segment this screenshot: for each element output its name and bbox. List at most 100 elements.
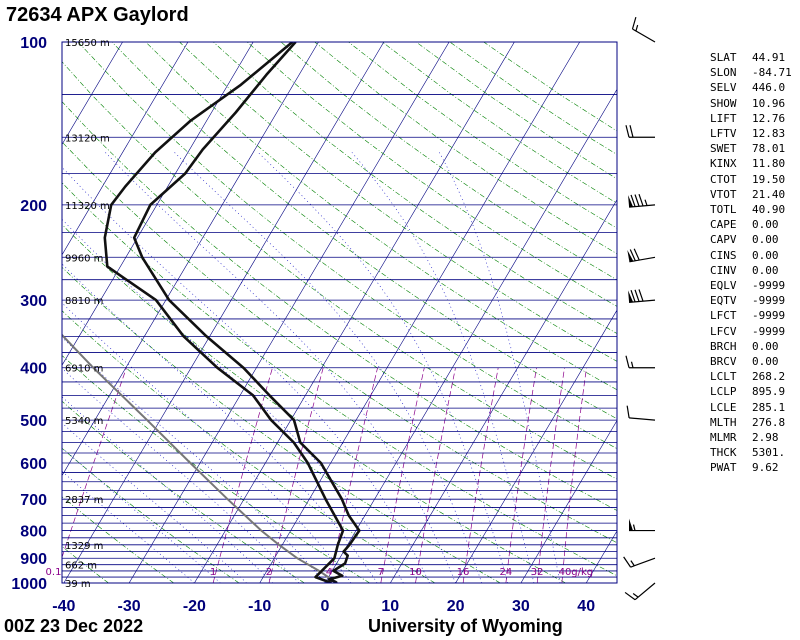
index-row: SELV 446.0	[710, 80, 792, 95]
mixing-ratio-label: 24	[500, 567, 513, 578]
wind-barbs	[623, 16, 656, 601]
index-key: BRCH	[710, 339, 737, 353]
wind-barb-flag	[629, 125, 634, 138]
wind-barb-staff	[632, 28, 656, 43]
index-value: 5301.	[752, 446, 786, 460]
mixing-ratio-line	[415, 367, 456, 583]
isotherm-line	[128, 42, 450, 583]
index-key: MLMR	[710, 431, 737, 445]
wind-barb-half-flag	[630, 560, 635, 567]
index-value: 268.2	[752, 370, 786, 384]
temperature-tick-label: 0	[321, 598, 330, 615]
index-value: 0.00	[752, 248, 779, 262]
dry-adiabat-line	[62, 101, 617, 511]
wind-barb-flag	[624, 591, 636, 601]
index-key: BRCV	[710, 355, 737, 369]
pressure-tick-label: 200	[20, 198, 47, 215]
mixing-ratio-label: 4	[326, 567, 332, 578]
isotherm-line	[194, 42, 515, 583]
index-row: CAPV 0.00	[710, 232, 792, 247]
index-value: -9999	[752, 294, 786, 308]
wind-barb-half-flag	[635, 24, 639, 32]
index-key: LFCV	[710, 324, 737, 338]
dry-adiabat-line	[179, 42, 617, 362]
index-row: LCLP 895.9	[710, 384, 792, 399]
index-value: 895.9	[752, 385, 786, 399]
index-value: 12.76	[752, 111, 786, 125]
index-row: BRCH 0.00	[710, 339, 792, 354]
mixing-ratio-label: 10	[409, 567, 422, 578]
dry-adiabat-line	[62, 141, 617, 544]
index-key: EQTV	[710, 294, 737, 308]
index-key: SELV	[710, 81, 737, 95]
mixing-ratio-line	[505, 367, 537, 583]
dewpoint-profile-line	[103, 42, 345, 583]
wind-barb-half-flag	[632, 524, 636, 531]
isotherm-line	[259, 42, 580, 583]
mixing-ratio-label: 16	[457, 567, 470, 578]
index-row: VTOT 21.40	[710, 187, 792, 202]
temperature-tick-label: -10	[248, 598, 271, 615]
height-label: 2837 m	[65, 495, 103, 506]
wind-barb	[628, 194, 656, 208]
wind-barb	[631, 16, 656, 43]
wind-barb	[626, 405, 656, 421]
index-key: SHOW	[710, 96, 737, 110]
height-label: 39 m	[65, 579, 91, 590]
mixing-ratio-label: 0.1	[46, 567, 62, 578]
index-key: LIFT	[710, 111, 737, 125]
temperature-tick-label: 20	[447, 598, 465, 615]
wind-barb-half-flag	[644, 199, 648, 206]
moist-adiabat-line	[257, 152, 509, 583]
index-key: LCLE	[710, 400, 737, 414]
isotherm-line	[324, 88, 617, 583]
index-key: CAPE	[710, 218, 737, 232]
sounding-profiles	[62, 42, 361, 583]
index-row: SWET 78.01	[710, 141, 792, 156]
wind-barb	[624, 582, 656, 601]
index-key: TOTL	[710, 203, 737, 217]
temperature-tick-label: 30	[512, 598, 530, 615]
station-title: 72634 APX Gaylord	[6, 4, 189, 26]
index-value: 0.00	[752, 339, 779, 353]
pressure-tick-label: 700	[20, 492, 47, 509]
isotherm-line	[62, 42, 254, 366]
index-row: EQLV -9999	[710, 278, 792, 293]
wind-barb-staff	[629, 256, 656, 263]
temperature-tick-label: 40	[577, 598, 595, 615]
temperature-profile-line	[132, 42, 361, 583]
wind-barb	[625, 125, 655, 138]
index-row: LCLT 268.2	[710, 369, 792, 384]
moist-adiabat-line	[439, 152, 561, 583]
index-value: 78.01	[752, 142, 786, 156]
wind-barb-flag	[626, 405, 630, 418]
wind-barb-staff	[629, 204, 656, 208]
wind-barb-flag	[633, 248, 640, 261]
wind-barb	[628, 289, 656, 303]
height-label: 15650 m	[65, 38, 110, 49]
isotherm-line	[62, 42, 189, 256]
index-row: CINV 0.00	[710, 263, 792, 278]
index-value: 446.0	[752, 81, 786, 95]
index-value: -84.71	[752, 66, 792, 80]
index-value: 44.91	[752, 51, 786, 64]
index-row: KINX 11.80	[710, 156, 792, 171]
mixing-ratio-line	[462, 367, 499, 583]
index-key: SWET	[710, 142, 737, 156]
mixing-ratio-line	[380, 367, 425, 583]
wind-barb	[629, 518, 655, 532]
index-row: MLMR 2.98	[710, 430, 792, 445]
height-label: 8810 m	[65, 296, 103, 307]
index-row: CTOT 19.50	[710, 172, 792, 187]
wind-barb-pennant	[628, 290, 634, 303]
wind-barb-pennant	[629, 518, 633, 531]
index-key: LFCT	[710, 309, 737, 323]
index-key: LCLT	[710, 370, 737, 384]
observation-time: 00Z 23 Dec 2022	[4, 616, 144, 636]
temperature-tick-label: -20	[183, 598, 206, 615]
index-key: PWAT	[710, 461, 737, 475]
wind-barb-flag	[634, 194, 640, 207]
mixing-ratio-line	[536, 367, 565, 583]
mixing-ratio-label: 7	[378, 567, 384, 578]
